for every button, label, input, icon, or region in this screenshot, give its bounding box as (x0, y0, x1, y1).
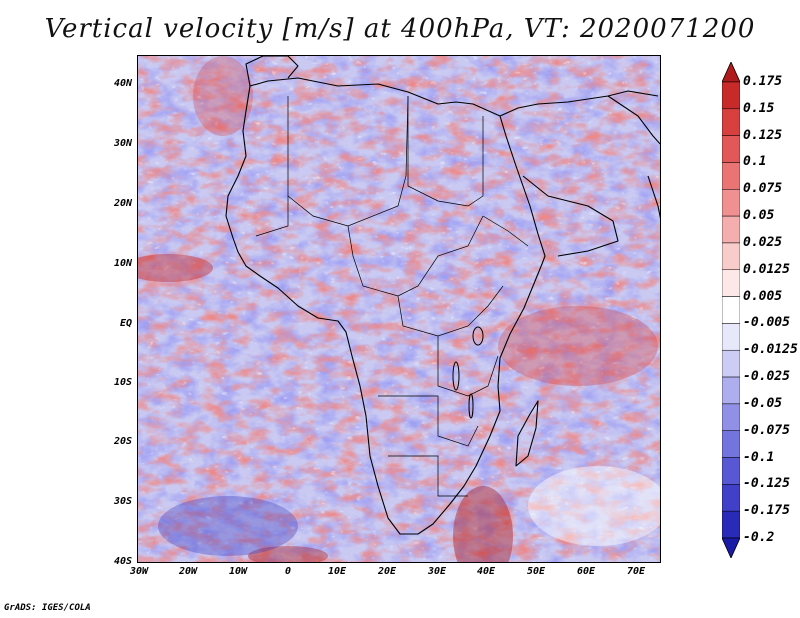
colorbar-tick-label: 0.1 (743, 154, 767, 170)
colorbar-segment (722, 189, 740, 217)
colorbar-segment (722, 108, 740, 136)
india-coastline (647, 175, 660, 219)
colorbar-segment (722, 296, 740, 324)
colorbar-tick-label: -0.125 (743, 476, 790, 492)
colorbar-tick-label: 0.15 (743, 100, 775, 116)
colorbar-tick-label: -0.05 (743, 395, 783, 411)
africa-coastline (225, 77, 546, 535)
chart-title: Vertical velocity [m/s] at 400hPa, VT: 2… (44, 14, 756, 44)
colorbar-segment (722, 403, 740, 431)
map-panel (137, 55, 661, 563)
colorbar-segment (722, 376, 740, 405)
vertical-velocity-map (138, 56, 660, 562)
lon-tick-label: 20E (377, 566, 397, 577)
lat-tick-label: EQ (119, 318, 132, 329)
lake-victoria (472, 326, 484, 346)
colorbar-tick-label: 0.125 (743, 127, 783, 143)
lon-tick-label: 20W (178, 566, 198, 577)
south-indian-ocean-calm (528, 466, 660, 546)
arabia-coastline (522, 175, 619, 257)
colorbar (722, 62, 740, 558)
colorbar-tick-label: 0.05 (743, 208, 775, 224)
lon-tick-label: 60E (576, 566, 596, 577)
colorbar-tick-label: 0.0125 (743, 261, 790, 277)
mozambique-channel-feature (453, 486, 513, 562)
lake-tanganyika (452, 361, 460, 391)
colorbar-min-arrow (722, 537, 740, 558)
lakes (452, 326, 484, 419)
border-central-africa (397, 285, 504, 337)
country-borders (255, 95, 529, 497)
colorbar-segment (722, 242, 740, 271)
colorbar-tick-label: -0.2 (743, 530, 775, 545)
lat-tick-label: 20N (113, 198, 132, 209)
colorbar-segment (722, 323, 740, 351)
lat-tick-label: 30N (113, 138, 132, 149)
colorbar-segment (722, 81, 740, 110)
coastlines (225, 56, 660, 535)
southern-ocean-feature (248, 546, 328, 562)
iberia-coastline (245, 56, 299, 87)
colorbar-segment (722, 510, 740, 539)
lake-malawi (468, 393, 474, 419)
colorbar-tick-label: 0.175 (743, 74, 783, 89)
atlantic-itcz-band (138, 254, 213, 282)
border-sahel (347, 215, 484, 297)
lat-tick-label: 20S (113, 436, 132, 447)
border-congo (437, 336, 499, 397)
neutral-motion-field (138, 56, 660, 562)
lat-tick-label: 40S (113, 556, 132, 567)
lon-tick-label: 50E (526, 566, 546, 577)
colorbar-tick-label: -0.075 (743, 422, 790, 438)
lat-tick-label: 30S (113, 496, 132, 507)
colorbar-segment (722, 430, 740, 458)
colorbar-segment (722, 457, 740, 485)
lon-tick-label: 30W (129, 566, 149, 577)
colorbar-segment (722, 349, 740, 378)
lon-tick-label: 70E (626, 566, 646, 577)
lon-tick-label: 10W (228, 566, 248, 577)
lon-tick-label: 10E (327, 566, 347, 577)
colorbar-tick-label: 0.025 (743, 234, 783, 250)
border-angola-zambia (378, 395, 479, 447)
colorbar-max-arrow (722, 62, 740, 83)
south-atlantic-downward (158, 496, 298, 556)
colorbar-segment (722, 269, 740, 297)
persia-coastline (607, 95, 660, 145)
colorbar-segment (722, 215, 740, 244)
indian-ocean-upward-band (498, 306, 658, 386)
border-west-africa (255, 196, 289, 237)
lon-tick-label: 40E (476, 566, 496, 577)
lat-tick-label: 40N (113, 78, 132, 89)
levant-coastline (499, 90, 659, 117)
colorbar-segment (722, 162, 740, 190)
colorbar-tick-label: -0.025 (743, 369, 790, 385)
colorbar-tick-label: -0.005 (743, 315, 790, 331)
colorbar-tick-label: 0.075 (743, 181, 783, 197)
colorbar-tick-label: -0.1 (743, 449, 775, 465)
grads-credit: GrADS: IGES/COLA (4, 603, 91, 613)
border-horn (482, 215, 529, 247)
colorbar-segment (722, 484, 740, 512)
lat-tick-label: 10S (113, 377, 132, 388)
lat-tick-label: 10N (113, 258, 132, 269)
colorbar-tick-label: 0.005 (743, 288, 783, 304)
lon-tick-label: 30E (427, 566, 447, 577)
iberia-feature (193, 56, 253, 136)
colorbar-segment (722, 135, 740, 163)
border-libya-egypt (407, 96, 484, 207)
colorbar-tick-label: -0.175 (743, 503, 790, 519)
border-southern-africa (388, 455, 468, 497)
lon-tick-label: 0 (284, 566, 292, 577)
colorbar-tick-label: -0.0125 (743, 342, 798, 358)
madagascar-coastline (515, 400, 539, 467)
